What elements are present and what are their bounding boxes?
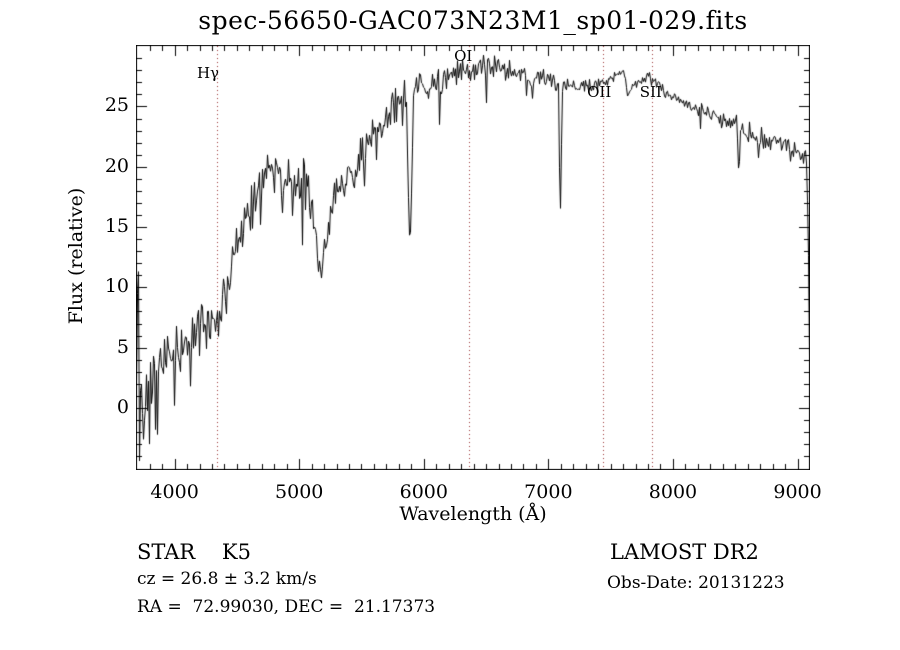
y-tick-label: 0 [116, 395, 129, 418]
ra-dec-label: RA = 72.99030, DEC = 21.17373 [137, 597, 436, 617]
survey-release-label: LAMOST DR2 [610, 540, 759, 564]
x-tick-label: 6000 [399, 481, 448, 503]
y-tick-label: 5 [116, 335, 129, 358]
y-tick-label: 10 [104, 275, 129, 298]
y-axis-label: Flux (relative) [65, 187, 87, 325]
spectrum-canvas [136, 45, 810, 470]
radial-velocity-label: cz = 26.8 ± 3.2 km/s [137, 569, 317, 589]
plot-title: spec-56650-GAC073N23M1_sp01-029.fits [198, 6, 748, 35]
y-tick-label: 15 [104, 215, 129, 238]
x-tick-label: 8000 [648, 481, 698, 503]
spectral-line-label: OI [454, 47, 473, 65]
x-tick-label: 9000 [773, 481, 822, 503]
spectral-line-label: OII [587, 83, 612, 101]
x-axis-label: Wavelength (Å) [399, 503, 547, 525]
spectral-line-label: Hγ [196, 64, 219, 82]
y-tick-label: 20 [104, 154, 129, 177]
obs-date-label: Obs-Date: 20131223 [607, 573, 785, 593]
x-tick-label: 7000 [524, 481, 573, 503]
y-tick-label: 25 [104, 94, 129, 117]
spectral-line-label: SII [639, 83, 662, 101]
object-class-label: STAR K5 [137, 540, 251, 564]
x-tick-label: 4000 [150, 481, 199, 503]
x-tick-label: 5000 [275, 481, 324, 503]
